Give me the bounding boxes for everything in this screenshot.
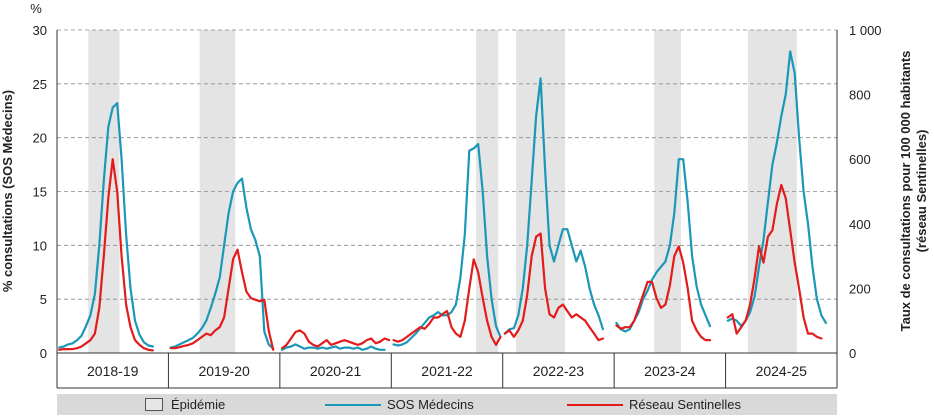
series-line-sos-2020-21 [281,343,386,351]
legend-item-epidemic: Épidémie [145,394,225,415]
right-tick-label: 600 [849,152,871,167]
series-line-sos-2019-20 [169,177,275,350]
series-line-sos-2022-23 [503,77,605,335]
gridlines [57,29,837,300]
series-line-sos-2018-19 [58,102,154,349]
series-line-sentinelles-2022-23 [503,232,605,342]
season-label: 2023-24 [644,363,696,379]
series-line-sentinelles-2019-20 [169,248,275,351]
left-tick-label: 20 [33,131,47,146]
left-tick-label: 25 [33,77,47,92]
left-tick-label: 10 [33,238,47,253]
left-tick-label: 5 [40,292,47,307]
left-tick-label: 15 [33,185,47,200]
season-label: 2024-25 [756,363,808,379]
axes [56,30,838,389]
season-label: 2019-20 [198,363,250,379]
y-unit-label: % [30,1,42,16]
season-label: 2020-21 [310,363,362,379]
series-lines [58,50,828,352]
legend-sos-swatch [325,403,381,406]
legend-epidemic-label: Épidémie [171,397,226,412]
right-tick-labels: 0 200 400 600 800 1 000 [849,23,882,361]
left-tick-label: 0 [40,346,47,361]
left-tick-label: 30 [33,23,47,38]
right-tick-label: 800 [849,88,871,103]
left-tick-labels: 0 5 10 15 20 25 30 [33,23,47,361]
season-label: 2021-22 [421,363,473,379]
series-line-sentinelles-2018-19 [58,158,154,352]
legend-item-sentinel: Réseau Sentinelles [567,394,741,415]
y-axis-right-label-line1: Taux de consultations pour 100 000 habit… [898,51,913,332]
season-label: 2022-23 [533,363,585,379]
y-axis-left-label: % consultations (SOS Médecins) [0,90,15,292]
legend-sentinel-swatch [567,403,623,406]
series-line-sentinelles-2024-25 [726,183,823,340]
legend-item-sos: SOS Médecins [325,394,474,415]
series-line-sentinelles-2020-21 [281,329,391,350]
legend-sos-label: SOS Médecins [387,397,474,412]
legend-epidemic-swatch [145,398,163,411]
legend-sentinel-label: Réseau Sentinelles [629,397,742,412]
legend: Épidémie SOS Médecins Réseau Sentinelles [57,394,837,415]
right-tick-label: 0 [849,346,856,361]
y-axis-right-label-line2: (réseau Sentinelles) [914,130,929,253]
right-tick-label: 400 [849,217,871,232]
series-line-sos-2021-22 [392,143,502,347]
right-tick-label: 1 000 [849,23,882,38]
season-labels: 2018-19 2019-20 2020-21 2021-22 2022-23 2023-… [87,363,807,379]
series-line-sentinelles-2021-22 [392,258,502,346]
right-tick-label: 200 [849,281,871,296]
series-line-sentinelles-2023-24 [615,245,712,342]
season-label: 2018-19 [87,363,139,379]
